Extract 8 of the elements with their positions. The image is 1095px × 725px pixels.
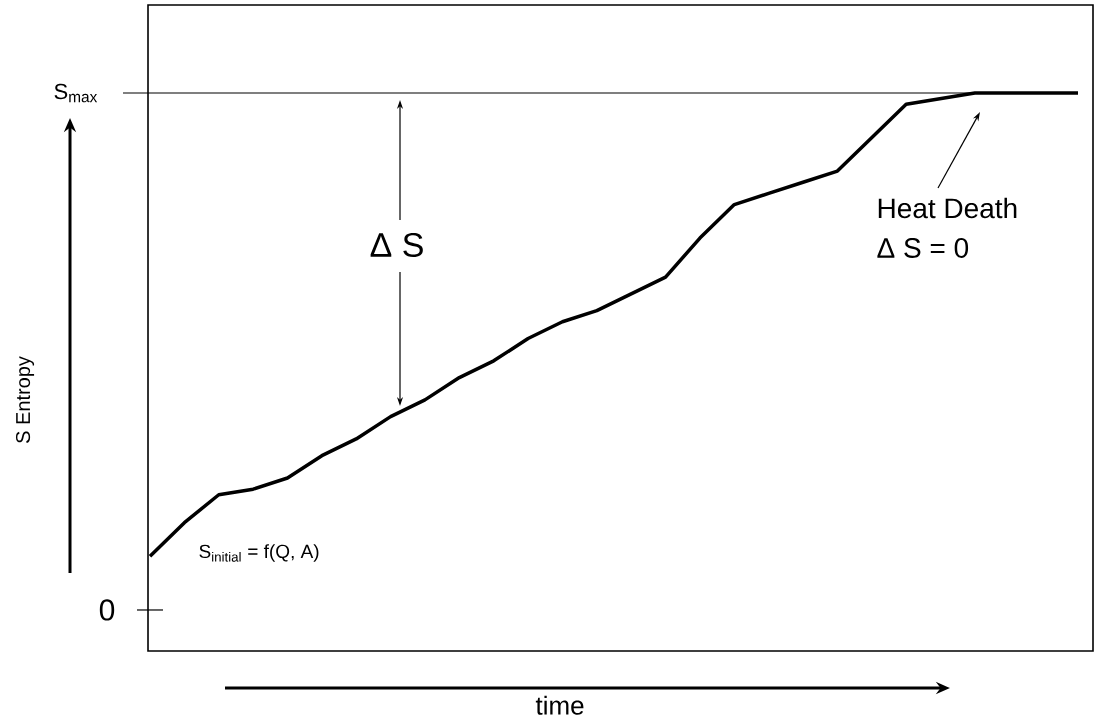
annotation: S$_{initial}$ = f(Q, A)	[199, 544, 319, 562]
ref-line-label: S$_{max}$	[54, 83, 98, 103]
annotation: Heat Death	[878, 197, 1017, 219]
annotation: Δ S = 0	[877, 238, 969, 258]
annotation: Δ S	[370, 232, 423, 258]
text: 0	[99, 599, 115, 621]
text: S Entropy	[15, 356, 35, 443]
x-axis-title: time	[535, 695, 584, 715]
